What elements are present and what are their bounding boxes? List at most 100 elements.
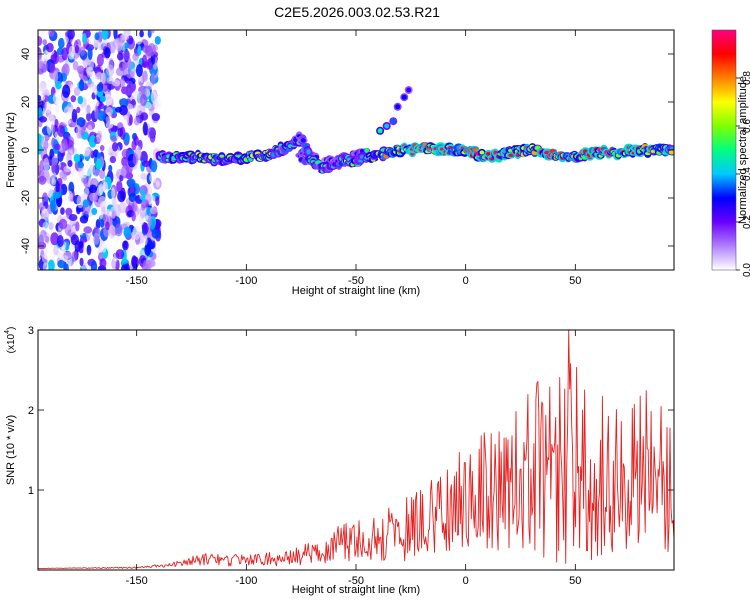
colorbar-gradient xyxy=(711,29,737,271)
noise-point xyxy=(51,161,56,174)
noise-point xyxy=(55,180,60,195)
noise-point xyxy=(102,181,108,194)
signal-trace-point xyxy=(479,150,485,155)
x-tick-label: -100 xyxy=(235,275,257,287)
noise-point xyxy=(38,95,42,102)
noise-point xyxy=(42,60,48,73)
noise-point xyxy=(38,107,43,120)
noise-point xyxy=(127,80,134,93)
spectrogram-panel: -150 -100 -50 0 50 -40 -20 0 20 40 Height of str… xyxy=(5,29,675,297)
noise-point xyxy=(42,221,49,232)
noise-point xyxy=(131,255,138,268)
colorbar-tick-label: 0.2 xyxy=(742,215,750,229)
noise-point xyxy=(51,177,57,186)
noise-point xyxy=(151,229,161,239)
noise-point xyxy=(131,200,138,212)
noise-point xyxy=(149,30,155,34)
noise-point xyxy=(142,121,148,136)
noise-point xyxy=(146,259,156,268)
noise-point xyxy=(105,221,110,231)
noise-point xyxy=(131,210,136,222)
noise-point xyxy=(93,233,100,245)
noise-point xyxy=(38,30,47,36)
noise-point xyxy=(147,127,156,139)
spectrogram-y-label: Frequency (Hz) xyxy=(5,112,17,188)
noise-point xyxy=(104,47,111,59)
outlier-point xyxy=(390,118,396,124)
snr-x-ticks: -150 -100 -50 0 50 xyxy=(126,330,581,587)
noise-point xyxy=(71,108,78,123)
noise-point xyxy=(82,199,90,208)
noise-point xyxy=(50,232,59,246)
noise-point xyxy=(151,112,161,122)
noise-point xyxy=(139,30,144,38)
x-tick-label: 50 xyxy=(569,275,581,287)
noise-point xyxy=(42,39,48,46)
noise-point xyxy=(52,92,62,105)
noise-point xyxy=(61,47,69,61)
noise-point xyxy=(135,64,143,78)
noise-point xyxy=(88,134,97,148)
noise-point xyxy=(109,156,117,164)
noise-point xyxy=(48,30,55,38)
noise-point xyxy=(126,70,135,79)
noise-point xyxy=(50,124,56,134)
noise-point xyxy=(63,165,72,173)
noise-point xyxy=(115,67,125,77)
noise-point xyxy=(117,127,124,138)
noise-point xyxy=(73,86,81,97)
x-tick-label: 0 xyxy=(463,575,469,587)
noise-point xyxy=(67,159,73,168)
noise-point xyxy=(43,157,50,172)
noise-point xyxy=(122,63,128,77)
noise-point xyxy=(63,36,69,45)
y-tick-label: 0 xyxy=(20,147,32,153)
noise-point xyxy=(96,53,104,67)
noise-point xyxy=(120,167,127,177)
noise-point xyxy=(67,194,74,203)
signal-trace-point xyxy=(306,149,311,155)
noise-point xyxy=(133,117,141,126)
noise-point xyxy=(57,125,66,137)
noise-point xyxy=(96,152,102,159)
noise-point xyxy=(50,199,56,213)
noise-point xyxy=(101,30,109,40)
x-tick-label: 50 xyxy=(569,575,581,587)
outlier-point xyxy=(406,87,412,93)
noise-point xyxy=(147,212,152,227)
colorbar-tick-label: 0.8 xyxy=(742,71,750,85)
noise-point xyxy=(38,234,44,247)
noise-point xyxy=(116,52,124,61)
noise-point xyxy=(99,169,106,180)
x-tick-label: 0 xyxy=(463,275,469,287)
noise-point xyxy=(154,35,161,45)
noise-point xyxy=(98,102,105,110)
noise-point xyxy=(86,104,91,114)
noise-point xyxy=(154,98,162,111)
noise-point xyxy=(108,164,113,172)
noise-point xyxy=(126,103,134,112)
noise-point xyxy=(111,79,121,87)
noise-point xyxy=(126,59,134,71)
noise-point xyxy=(68,52,75,60)
noise-point xyxy=(113,30,118,40)
noise-point xyxy=(79,46,86,56)
noise-point xyxy=(105,121,114,129)
snr-x-label: Height of straight line (km) xyxy=(292,584,420,596)
outlier-point xyxy=(401,94,407,100)
outlier-point xyxy=(377,128,383,134)
noise-point xyxy=(143,222,149,234)
noise-point xyxy=(111,187,116,199)
noise-point xyxy=(114,203,121,217)
spectrogram-x-label: Height of straight line (km) xyxy=(292,285,420,297)
noise-point xyxy=(135,35,143,45)
noise-point xyxy=(132,90,139,100)
outlier-point xyxy=(384,123,390,129)
noise-point xyxy=(52,191,61,199)
noise-point xyxy=(119,98,129,108)
noise-point xyxy=(108,224,116,239)
noise-point xyxy=(77,161,85,169)
noise-point xyxy=(62,174,68,181)
noise-point xyxy=(87,47,93,60)
noise-point xyxy=(48,221,54,231)
